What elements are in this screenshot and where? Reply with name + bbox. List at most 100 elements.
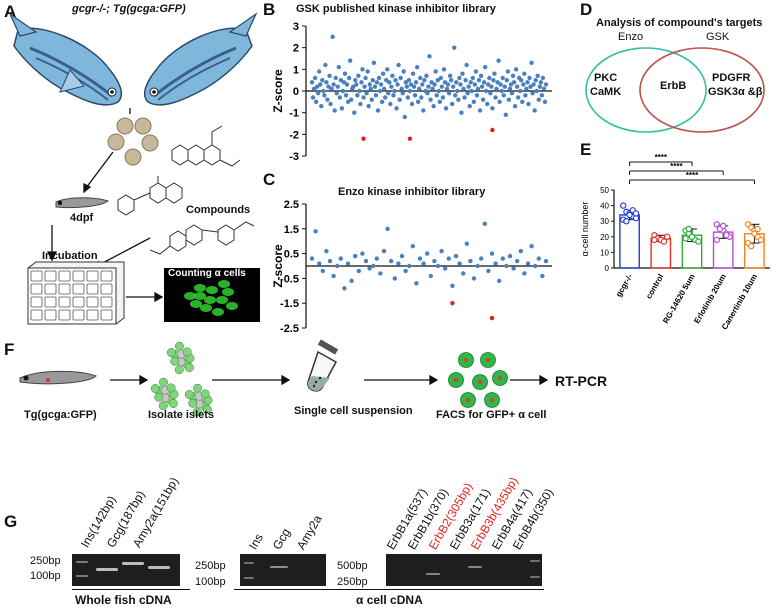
data-point bbox=[494, 86, 499, 92]
x-tick-label: RG-14620 5um bbox=[661, 273, 697, 326]
bar-point bbox=[695, 238, 702, 245]
gel2-caption: α cell cDNA bbox=[356, 593, 423, 607]
data-point bbox=[488, 90, 493, 96]
gfp-cell bbox=[204, 296, 216, 304]
data-point bbox=[395, 82, 400, 87]
y-tick-label: 2 bbox=[293, 43, 299, 55]
data-point bbox=[373, 93, 379, 98]
data-point bbox=[429, 80, 434, 85]
bar-point bbox=[688, 233, 696, 241]
data-point bbox=[493, 261, 498, 266]
data-point bbox=[333, 75, 338, 81]
data-point bbox=[525, 261, 531, 266]
counting-image bbox=[164, 268, 260, 322]
data-point bbox=[408, 82, 414, 87]
data-point bbox=[440, 95, 446, 100]
y-tick-label: 2.5 bbox=[284, 199, 299, 211]
chart-b: 3 2 1 0 -1 -2 -3 Z-score bbox=[271, 21, 552, 163]
gel2-lane-2: Gcg bbox=[269, 525, 294, 552]
data-point bbox=[388, 101, 393, 107]
data-point bbox=[435, 77, 440, 83]
bar-point bbox=[719, 222, 727, 230]
data-point bbox=[359, 80, 364, 85]
data-point bbox=[499, 88, 504, 94]
data-point bbox=[528, 84, 533, 89]
data-point bbox=[529, 60, 534, 66]
data-point bbox=[336, 64, 342, 70]
data-point bbox=[503, 112, 508, 118]
gfp-cell bbox=[216, 296, 228, 304]
data-point bbox=[515, 95, 521, 100]
data-point bbox=[463, 77, 468, 83]
data-point bbox=[456, 97, 461, 102]
bar-point bbox=[663, 233, 671, 241]
gfp-cell bbox=[190, 300, 202, 308]
bar-point bbox=[682, 235, 689, 242]
data-point bbox=[453, 253, 459, 259]
y-tick-label: 1 bbox=[293, 64, 299, 76]
y-tick-label: -2 bbox=[289, 129, 299, 141]
bar-point bbox=[632, 210, 640, 217]
data-point bbox=[513, 67, 519, 72]
data-point bbox=[368, 86, 373, 92]
data-point bbox=[493, 95, 498, 100]
islet-cell bbox=[166, 383, 176, 393]
data-point bbox=[467, 103, 472, 109]
gel3-marker-500: 500bp bbox=[337, 560, 368, 572]
cell-nucleus bbox=[497, 375, 503, 381]
gel2-marker-100: 100bp bbox=[195, 576, 226, 588]
gfp-cells-cluster bbox=[184, 280, 238, 316]
data-point bbox=[457, 75, 462, 81]
data-point bbox=[506, 97, 512, 102]
data-point bbox=[439, 248, 444, 254]
data-point bbox=[321, 88, 326, 94]
data-point bbox=[317, 69, 322, 74]
data-point bbox=[536, 256, 541, 261]
data-point bbox=[437, 99, 443, 105]
data-point bbox=[376, 75, 382, 81]
data-point bbox=[342, 286, 347, 291]
gfp-cell bbox=[200, 304, 212, 312]
data-point bbox=[543, 258, 549, 264]
data-point bbox=[490, 106, 495, 111]
panel-label-e: E bbox=[580, 140, 592, 159]
islet-cell bbox=[184, 363, 194, 372]
embryo-eggs-icon bbox=[107, 117, 159, 166]
tube-icon bbox=[307, 339, 339, 392]
y-tick-label: -1.5 bbox=[280, 298, 299, 310]
y-tick-label: -2.5 bbox=[280, 323, 299, 335]
data-point bbox=[497, 99, 502, 105]
venn-right-item-2: GSK3α &β bbox=[708, 86, 763, 98]
islet-cell bbox=[182, 347, 192, 357]
data-point bbox=[444, 86, 450, 92]
data-point bbox=[541, 86, 547, 92]
data-point bbox=[399, 86, 404, 92]
data-point bbox=[511, 80, 517, 85]
data-point bbox=[397, 97, 402, 102]
data-point bbox=[431, 103, 436, 109]
data-point bbox=[486, 82, 491, 87]
data-point bbox=[471, 276, 477, 281]
data-point bbox=[448, 77, 454, 83]
gfp-cell bbox=[222, 288, 234, 296]
data-point bbox=[472, 82, 478, 87]
compound-structures-icon bbox=[117, 125, 255, 255]
data-point bbox=[454, 80, 459, 85]
data-point bbox=[369, 97, 374, 102]
data-point bbox=[536, 97, 541, 102]
y-tick-label: 3 bbox=[293, 21, 299, 33]
data-point bbox=[360, 67, 365, 72]
data-point bbox=[426, 84, 431, 89]
data-point bbox=[471, 99, 477, 105]
data-point bbox=[411, 84, 417, 89]
islet-cell bbox=[193, 383, 202, 393]
significance-label: **** bbox=[655, 153, 668, 162]
data-point bbox=[478, 73, 484, 79]
y-tick-label: -1 bbox=[289, 108, 299, 120]
step-1-label: Tg(gcga:GFP) bbox=[24, 409, 97, 421]
y-tick-label: 50 bbox=[600, 186, 609, 195]
data-point bbox=[500, 256, 505, 261]
data-point bbox=[539, 93, 545, 98]
zebrafish-right-icon bbox=[144, 12, 258, 106]
well bbox=[100, 309, 113, 321]
